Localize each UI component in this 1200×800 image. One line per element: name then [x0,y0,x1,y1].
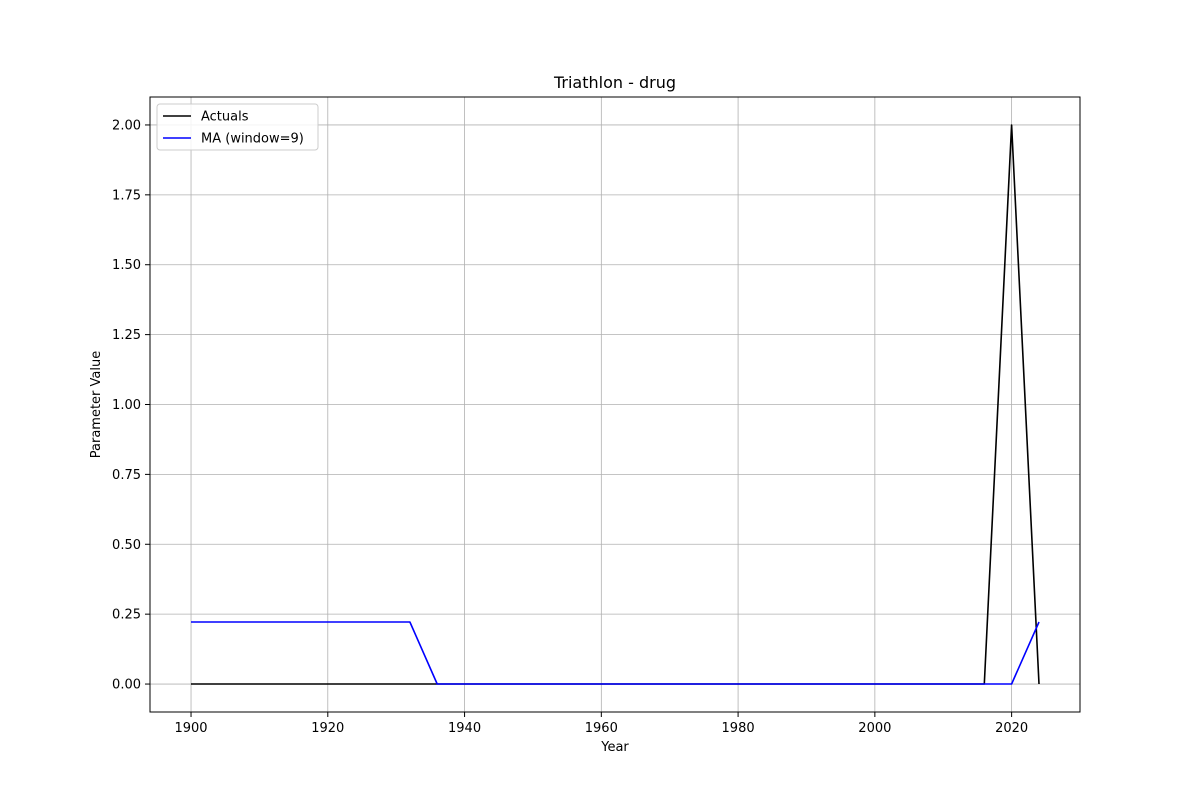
y-tick-label: 1.50 [112,258,141,273]
x-tick-label: 1980 [722,721,755,736]
x-tick-label: 1940 [448,721,481,736]
axis-ticks: 1900 1920 1940 1960 1980 2000 2020 0.00 0.25 0.50… [112,118,1028,736]
x-tick-label: 1900 [174,721,207,736]
x-tick-label: 1920 [311,721,344,736]
chart-title: Triathlon - drug [553,73,676,92]
y-tick-label: 2.00 [112,118,141,133]
x-tick-label: 2020 [995,721,1028,736]
series-line-ma [191,621,1040,685]
y-tick-label: 1.75 [112,188,141,203]
y-tick-label: 0.75 [112,468,141,483]
y-tick-label: 1.25 [112,328,141,343]
y-tick-label: 0.50 [112,538,141,553]
series-lines [191,124,1040,685]
x-tick-label: 2000 [858,721,891,736]
y-tick-label: 1.00 [112,398,141,413]
legend-box [156,103,319,151]
y-tick-label: 0.25 [112,608,141,623]
y-axis-title: Parameter Value [89,351,104,458]
legend-label: Actuals [201,110,249,125]
legend: Actuals MA (window=9) [156,103,319,151]
x-axis-title: Year [600,740,629,755]
y-tick-label: 0.00 [112,678,141,693]
legend-label: MA (window=9) [201,132,304,147]
x-tick-label: 1960 [585,721,618,736]
